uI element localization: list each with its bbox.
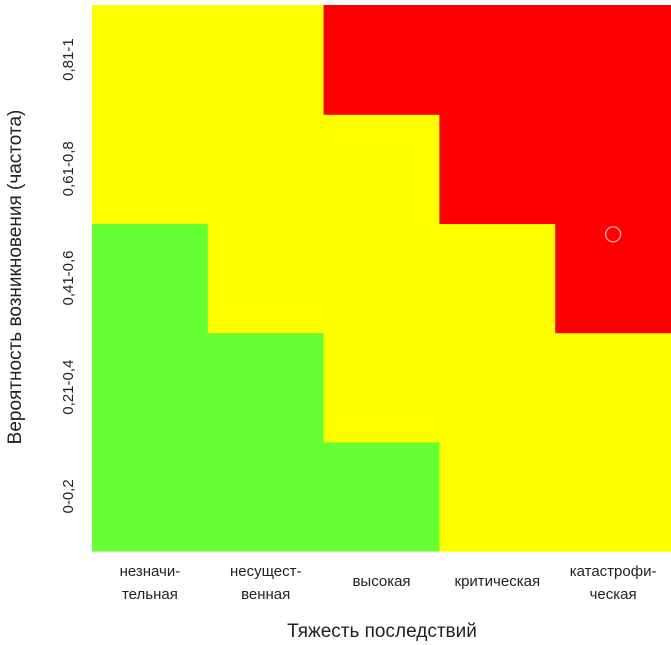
heatmap-marker	[604, 226, 622, 243]
x-tick-label-2: высокая	[352, 573, 410, 590]
heatmap-cell-r4-c1	[207, 5, 325, 115]
heatmap-cell-r1-c0	[92, 332, 209, 443]
x-tick-label-4: катастрофи-ческая	[570, 563, 657, 603]
heatmap-cell-r3-c4	[555, 114, 671, 224]
heatmap-cell-r1-c2	[323, 332, 440, 443]
x-tick-labels: незначи-тельная несущест-венная высокая кри…	[120, 563, 657, 603]
heatmap-cell-r2-c2	[323, 223, 440, 334]
y-tick-label-1: 0,21-0,4	[60, 360, 77, 415]
heatmap-cell-r3-c1	[207, 114, 325, 224]
heatmap-cell-r4-c4	[555, 5, 671, 115]
heatmap-cell-r2-c0	[92, 223, 209, 334]
heatmap-cell-r4-c2	[323, 5, 440, 115]
heatmap-cell-r3-c0	[92, 114, 209, 224]
heatmap-cell-r3-c2	[323, 114, 440, 224]
y-tick-label-2: 0,41-0,6	[60, 250, 77, 305]
heatmap-cell-r0-c3	[439, 441, 556, 552]
heatmap-cell-r2-c4	[555, 223, 671, 334]
heatmap-cell-r3-c3	[439, 114, 556, 224]
heatmap-cell-r1-c1	[207, 332, 325, 443]
heatmap-cell-r0-c1	[207, 441, 325, 552]
heatmap-cell-r2-c1	[207, 223, 325, 334]
y-axis-title: Вероятность возникновения (частота)	[5, 110, 26, 445]
y-tick-labels: 0-0,2 0,21-0,4 0,41-0,6 0,61-0,8 0,81-1	[60, 38, 77, 513]
x-axis-title: Тяжесть последствий	[287, 621, 477, 642]
x-tick-label-1: несущест-венная	[230, 563, 302, 603]
y-tick-label-0: 0-0,2	[60, 479, 77, 513]
heatmap-cell-r2-c3	[439, 223, 556, 334]
heatmap-cell-r4-c3	[439, 5, 556, 115]
heatmap-cell-r0-c2	[323, 441, 440, 552]
y-tick-label-3: 0,61-0,8	[60, 141, 77, 196]
y-tick-label-4: 0,81-1	[60, 38, 77, 81]
heatmap-cell-r1-c4	[555, 332, 671, 443]
heatmap-cell-r1-c3	[439, 332, 556, 443]
heatmap-cell-r4-c0	[92, 5, 209, 115]
heatmap-marker-layer	[604, 226, 622, 243]
heatmap-cell-r0-c0	[92, 441, 209, 552]
heatmap-cells	[92, 5, 671, 552]
x-tick-label-0: незначи-тельная	[120, 563, 181, 603]
x-tick-label-3: критическая	[455, 573, 541, 590]
heatmap-cell-r0-c4	[555, 441, 671, 552]
